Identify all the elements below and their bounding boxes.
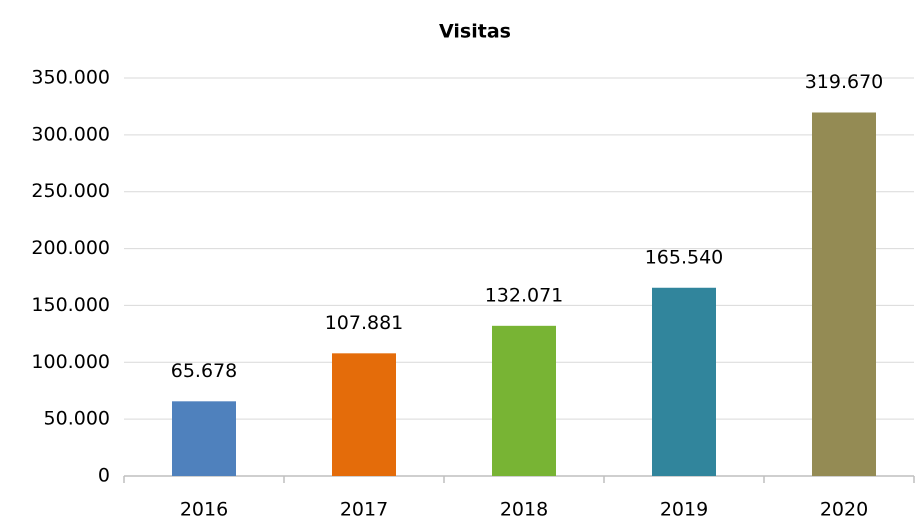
y-tick-label: 100.000 xyxy=(31,351,110,373)
y-tick-label: 300.000 xyxy=(31,123,110,145)
y-tick-label: 200.000 xyxy=(31,237,110,259)
data-label: 65.678 xyxy=(171,360,237,382)
bar xyxy=(812,112,876,477)
bar xyxy=(172,401,236,476)
x-tick-label: 2019 xyxy=(660,499,708,519)
data-label: 107.881 xyxy=(325,312,404,334)
data-label: 132.071 xyxy=(485,284,564,306)
x-tick-label: 2020 xyxy=(820,499,868,519)
bar xyxy=(652,287,716,476)
bar xyxy=(332,353,396,476)
y-tick-label: 250.000 xyxy=(31,180,110,202)
x-tick-label: 2018 xyxy=(500,499,548,519)
chart-title: Visitas xyxy=(439,21,511,43)
bar xyxy=(492,325,556,476)
data-label: 319.670 xyxy=(805,71,884,93)
data-label: 165.540 xyxy=(645,246,724,268)
x-tick-label: 2017 xyxy=(340,499,388,519)
y-tick-label: 0 xyxy=(98,465,110,487)
y-tick-label: 350.000 xyxy=(31,67,110,89)
x-tick-label: 2016 xyxy=(180,499,228,519)
y-tick-label: 150.000 xyxy=(31,294,110,316)
y-tick-label: 50.000 xyxy=(44,408,110,430)
